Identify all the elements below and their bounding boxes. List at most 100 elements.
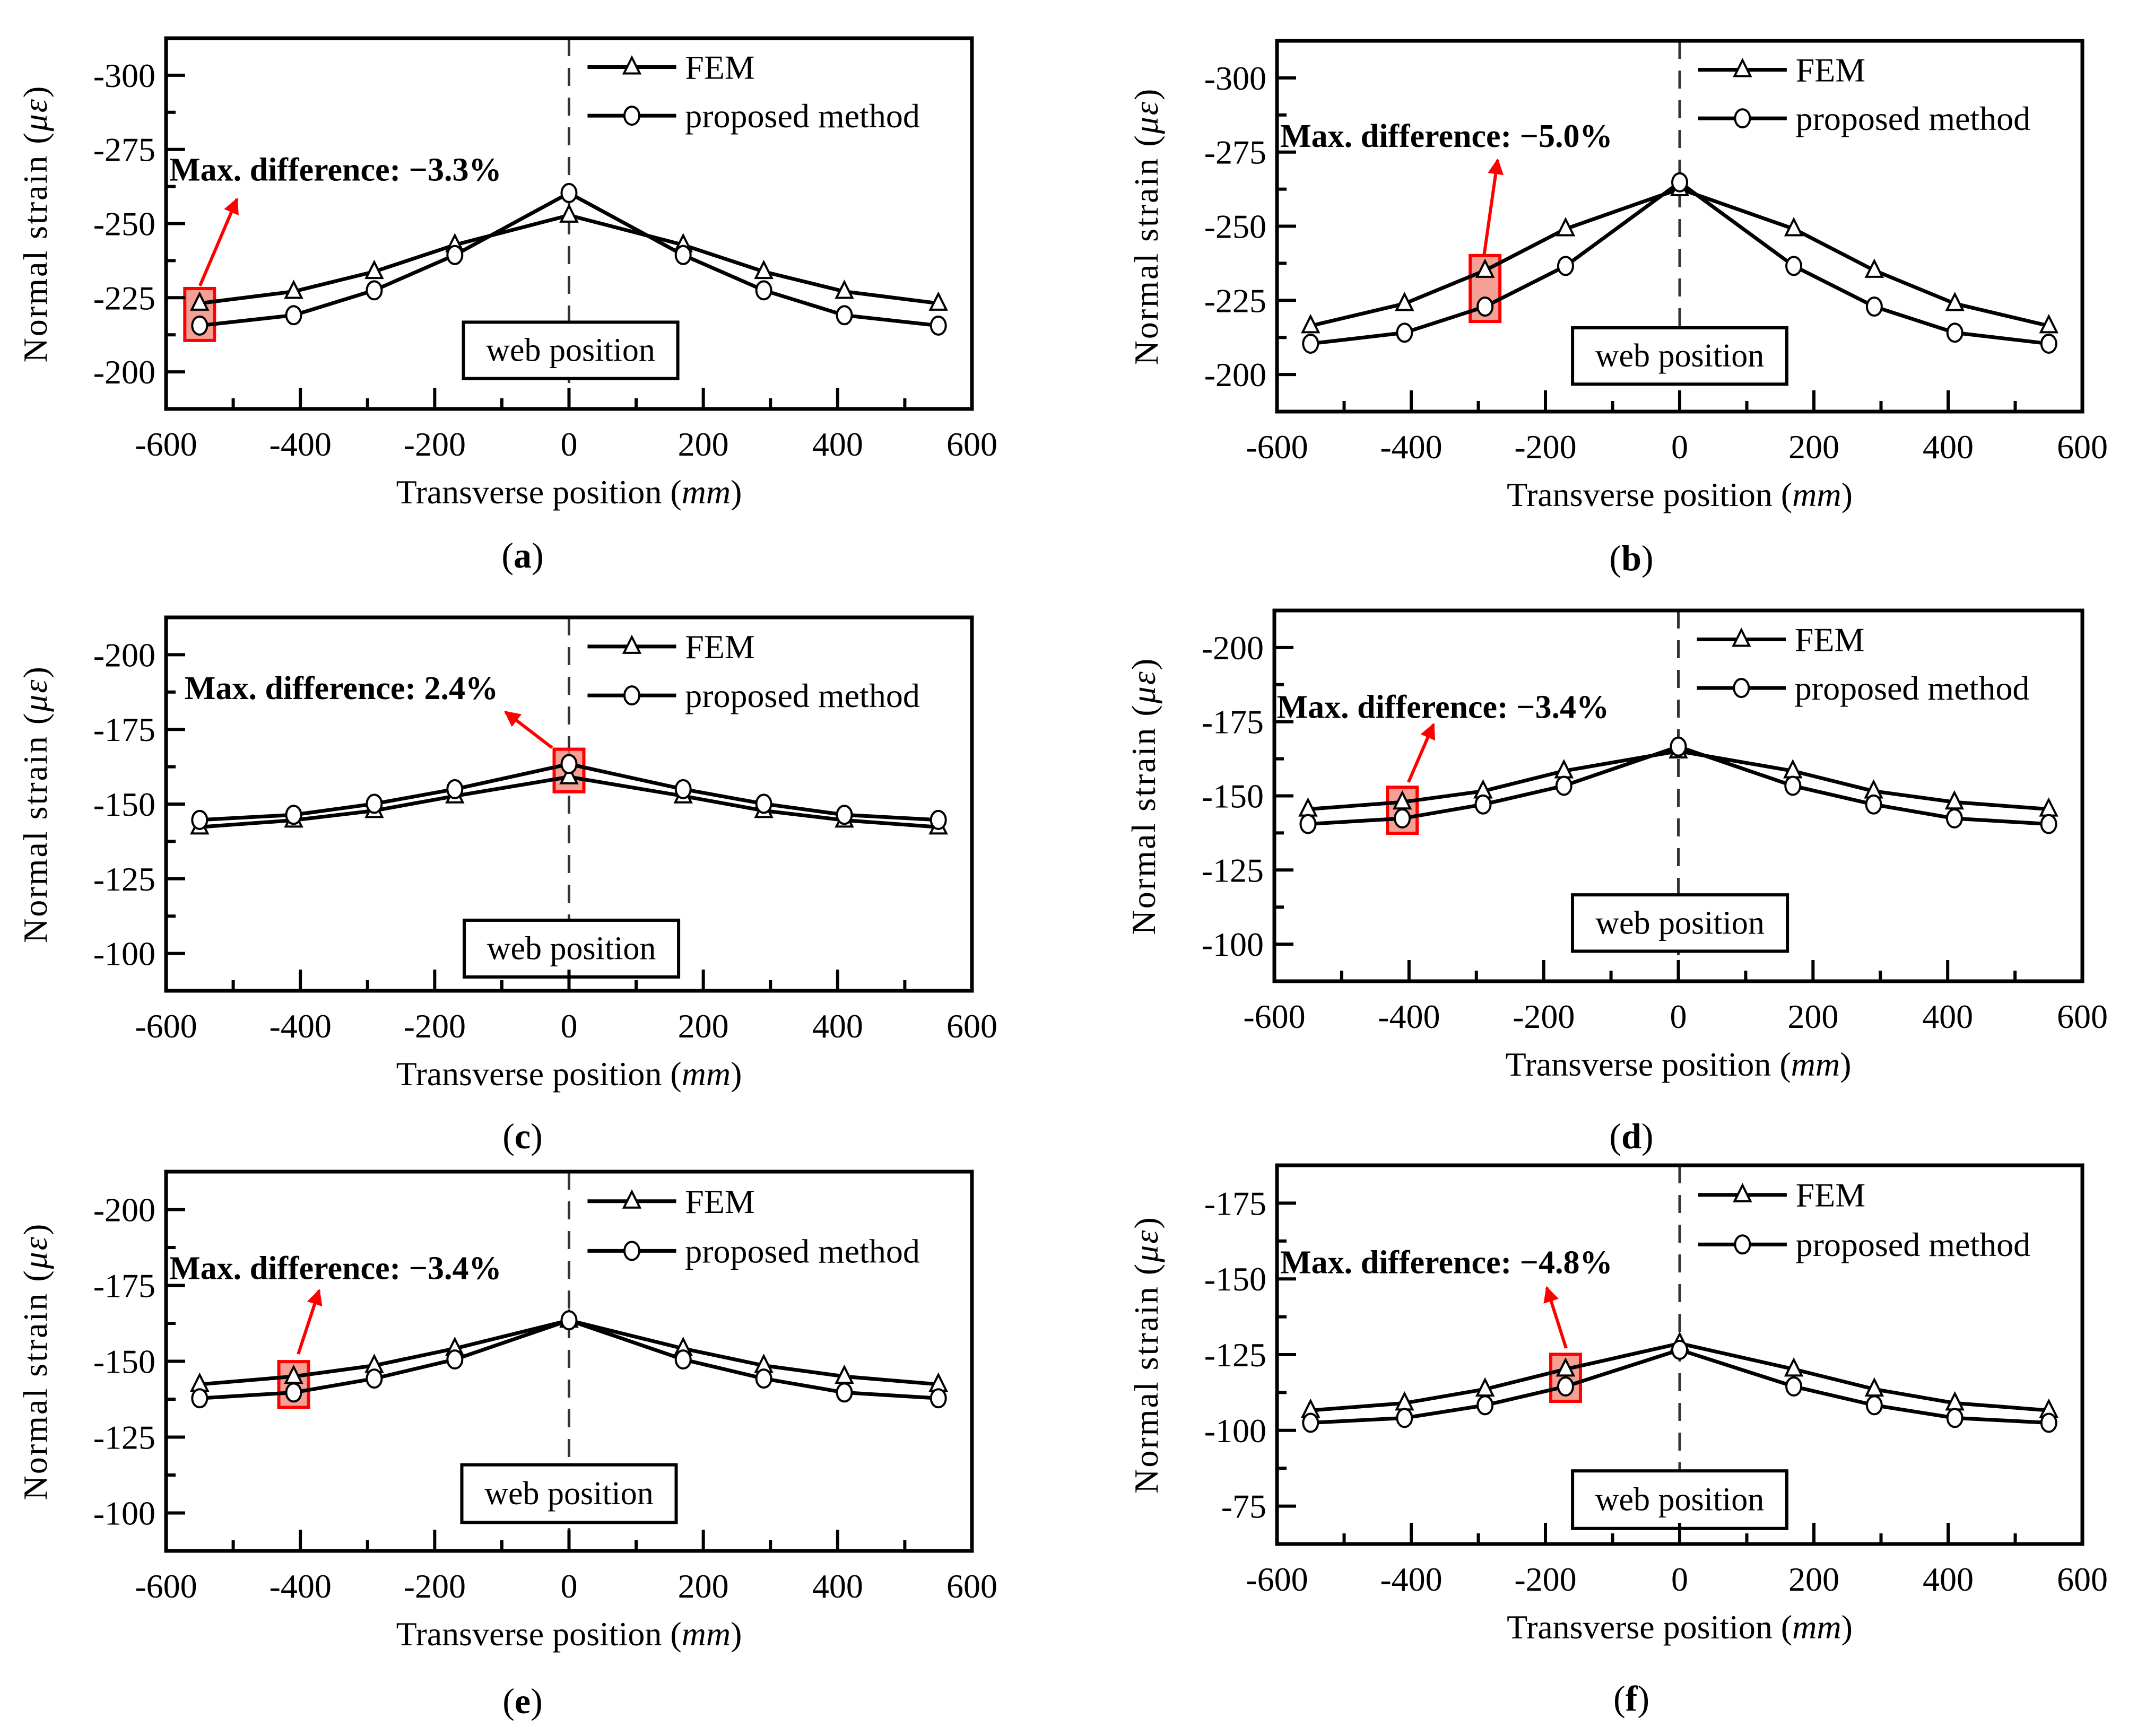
data-point-proposed	[1396, 322, 1413, 343]
legend-triangle-icon	[622, 634, 642, 654]
y-axis-label: Normal strain (με)	[1127, 1216, 1165, 1494]
label-unit: mm	[1792, 476, 1841, 513]
x-tick-label: -600	[135, 1007, 197, 1045]
y-tick-label: -175	[93, 1267, 155, 1305]
label-text: )	[1127, 1216, 1165, 1228]
data-point-fem	[1556, 217, 1576, 237]
caption-paren: )	[1637, 1678, 1649, 1718]
web-position-label: web position	[486, 333, 655, 369]
legend-label: proposed method	[685, 1232, 920, 1270]
data-point-proposed	[285, 1382, 302, 1403]
data-point-proposed	[929, 315, 947, 336]
x-tick-label: -200	[1513, 998, 1575, 1035]
x-axis-label: Transverse position (mm)	[1507, 1608, 1853, 1646]
caption-paren: (	[502, 1116, 515, 1156]
data-point-proposed	[1671, 172, 1688, 193]
panel-caption: (c)	[502, 1116, 543, 1156]
label-unit: με	[1125, 670, 1162, 704]
y-tick-label: -175	[1204, 1184, 1266, 1222]
annotation-arrow	[1407, 722, 1436, 783]
legend-label: proposed method	[1796, 100, 2031, 137]
y-tick-label: -250	[93, 205, 155, 243]
data-point-proposed	[560, 182, 578, 203]
web-position-label: web position	[484, 1476, 654, 1512]
data-point-proposed	[1865, 794, 1882, 815]
web-position-label: web position	[1595, 905, 1765, 941]
legend-label: FEM	[1795, 621, 1865, 659]
data-point-proposed	[1302, 1412, 1319, 1433]
x-tick-label: 0	[1670, 998, 1687, 1035]
y-tick-label: -125	[93, 860, 155, 898]
data-point-proposed	[366, 793, 383, 814]
x-tick-label: -400	[1378, 998, 1440, 1035]
y-tick-label: -125	[1204, 1336, 1266, 1374]
caption-letter: e	[515, 1681, 531, 1721]
caption-letter: f	[1626, 1678, 1638, 1718]
y-tick-label: -175	[1202, 703, 1264, 741]
data-point-proposed	[1946, 1408, 1964, 1428]
legend-circle-icon	[1734, 108, 1751, 129]
x-tick-label: 0	[561, 1567, 578, 1605]
legend-triangle-icon	[1733, 58, 1752, 77]
x-tick-label: 0	[561, 425, 578, 463]
label-unit: με	[16, 678, 54, 712]
x-tick-label: 0	[1671, 1560, 1688, 1598]
data-point-fem	[1945, 291, 1965, 311]
web-position-box	[1570, 893, 1789, 953]
data-point-proposed	[1299, 814, 1317, 834]
data-point-proposed	[191, 1388, 209, 1409]
label-text: )	[16, 665, 54, 678]
label-text: )	[1841, 476, 1853, 513]
label-text: Transverse position (	[396, 1615, 682, 1653]
data-point-proposed	[1302, 333, 1319, 354]
web-position-label: web position	[1595, 338, 1765, 374]
data-point-proposed	[560, 1310, 578, 1331]
data-point-proposed	[1476, 1395, 1494, 1416]
x-tick-label: 200	[1788, 428, 1839, 466]
x-tick-label: 400	[1923, 428, 1974, 466]
x-axis-label: Transverse position (mm)	[1506, 1045, 1852, 1083]
label-text: Normal strain (	[16, 712, 54, 943]
web-position-box	[1571, 326, 1788, 386]
y-axis-label: Normal strain (με)	[1125, 657, 1162, 935]
data-point-proposed	[1785, 1376, 1803, 1397]
max-difference-annotation: Max. difference: −4.8%	[1280, 1244, 1612, 1280]
annotation-arrow	[297, 1288, 323, 1355]
data-point-proposed	[929, 1388, 947, 1409]
x-tick-label: -400	[1380, 1560, 1442, 1598]
panel-caption: (e)	[502, 1681, 543, 1721]
legend-label: proposed method	[1796, 1226, 2031, 1263]
data-point-proposed	[1945, 808, 1963, 828]
legend-circle-icon	[1733, 678, 1750, 699]
data-point-proposed	[1474, 794, 1492, 815]
x-tick-label: 0	[561, 1007, 578, 1045]
label-unit: mm	[1792, 1608, 1841, 1646]
data-point-proposed	[285, 305, 302, 326]
data-point-proposed	[1557, 1376, 1574, 1397]
caption-letter: a	[514, 535, 532, 575]
x-tick-label: -200	[404, 1007, 466, 1045]
y-axis-label: Normal strain (με)	[16, 665, 54, 943]
data-point-fem	[559, 203, 579, 223]
data-point-proposed	[1476, 296, 1494, 317]
max-difference-annotation: Max. difference: −3.4%	[169, 1250, 501, 1286]
label-unit: με	[16, 1235, 54, 1269]
y-tick-label: -200	[1204, 356, 1266, 394]
x-tick-label: -200	[1514, 1560, 1576, 1598]
label-text: )	[1127, 88, 1165, 100]
x-axis-label: Transverse position (mm)	[396, 1615, 742, 1653]
legend-label: FEM	[1796, 1176, 1866, 1214]
x-tick-label: 400	[1923, 1560, 1974, 1598]
caption-paren: )	[1641, 538, 1654, 578]
label-text: Normal strain (	[16, 131, 54, 362]
caption-letter: c	[515, 1116, 531, 1156]
y-tick-label: -150	[93, 1343, 155, 1381]
caption-paren: (	[1609, 538, 1621, 578]
y-tick-label: -275	[1204, 134, 1266, 171]
legend-label: FEM	[685, 1183, 755, 1220]
x-tick-label: -400	[270, 1007, 332, 1045]
data-point-proposed	[755, 1368, 772, 1389]
label-text: )	[16, 1223, 54, 1235]
y-tick-label: -200	[1202, 629, 1264, 667]
data-point-fem	[1395, 291, 1414, 311]
